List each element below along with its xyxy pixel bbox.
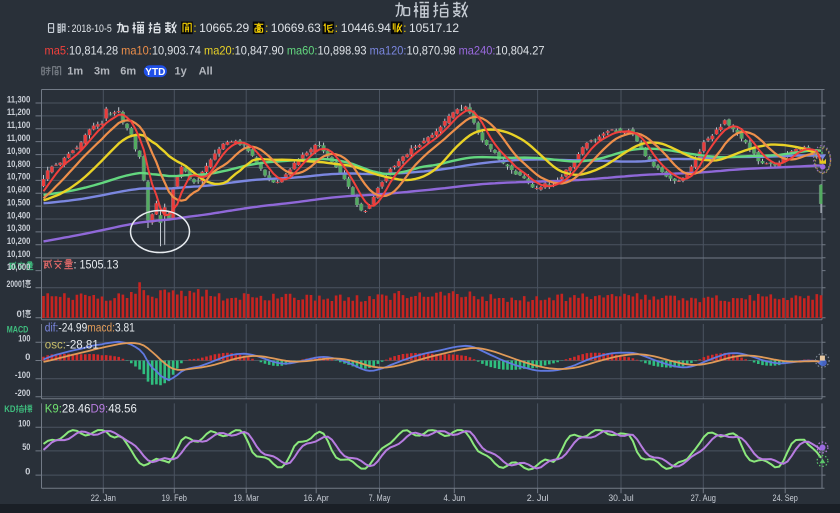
svg-text:10,900: 10,900 [7,146,31,157]
svg-text:10,300: 10,300 [7,223,31,234]
svg-text:10,600: 10,600 [7,185,31,196]
svg-text:11,300: 11,300 [7,94,31,105]
svg-text:100: 100 [18,334,30,345]
svg-text:-100: -100 [15,370,31,381]
svg-text:10517.12: 10517.12 [409,23,459,35]
svg-text:0: 0 [17,309,22,320]
svg-text:2. Jul: 2. Jul [527,493,549,504]
svg-text:YTD: YTD [145,67,165,78]
svg-text:11,200: 11,200 [7,107,31,118]
svg-text:24. Sep: 24. Sep [773,493,798,504]
svg-text:1y: 1y [174,66,187,78]
svg-text:osc:-28.81: osc:-28.81 [45,340,99,352]
svg-text:ma5:10,814.28 ma10:10,903.74 m: ma5:10,814.28 ma10:10,903.74 ma20:10,847… [45,44,545,58]
svg-text::: : [335,23,338,35]
svg-text:10665.29: 10665.29 [199,23,249,35]
svg-text:22. Jan: 22. Jan [91,493,116,504]
svg-text:1m: 1m [67,66,83,78]
svg-text:10669.63: 10669.63 [271,23,321,35]
svg-text:10,200: 10,200 [7,236,31,247]
svg-text:10,400: 10,400 [7,210,31,221]
svg-text:100: 100 [18,419,30,430]
svg-text:: 1505.13: : 1505.13 [74,259,119,271]
svg-text:50: 50 [22,442,30,453]
svg-text:3m: 3m [94,66,110,78]
svg-text:11,000: 11,000 [7,133,31,144]
svg-text:All: All [199,66,213,78]
svg-text::: : [67,23,70,35]
svg-text:0: 0 [25,352,30,363]
svg-text:10,100: 10,100 [7,249,31,260]
svg-text:11,100: 11,100 [7,120,31,131]
svg-text:10,800: 10,800 [7,159,31,170]
svg-text:MACD: MACD [7,324,29,334]
svg-text:10,500: 10,500 [7,197,31,208]
svg-text:-200: -200 [15,388,31,399]
svg-text:2018-10-5: 2018-10-5 [72,23,112,35]
svg-text:10446.94: 10446.94 [341,23,392,35]
svg-text:30. Jul: 30. Jul [608,493,633,504]
svg-text:2000: 2000 [7,279,22,290]
svg-text:7. May: 7. May [369,493,391,504]
svg-text:10,700: 10,700 [7,172,31,183]
svg-text::: : [265,23,268,35]
svg-text:19. Mar: 19. Mar [234,493,259,504]
svg-text:10,000: 10,000 [7,262,31,273]
svg-text:4. Jun: 4. Jun [443,493,465,504]
svg-text::: : [403,23,406,35]
svg-text:19. Feb: 19. Feb [162,493,187,504]
svg-text:16. Apr: 16. Apr [304,493,329,504]
svg-text:6m: 6m [120,66,136,78]
svg-text:dif:-24.99macd:3.81: dif:-24.99macd:3.81 [45,323,135,335]
svg-text::: : [193,23,196,35]
svg-text:0: 0 [25,466,30,477]
svg-text:27. Aug: 27. Aug [691,493,716,504]
svg-text:KD: KD [4,404,15,414]
svg-text:K9:28.46D9:48.56: K9:28.46D9:48.56 [45,404,137,416]
